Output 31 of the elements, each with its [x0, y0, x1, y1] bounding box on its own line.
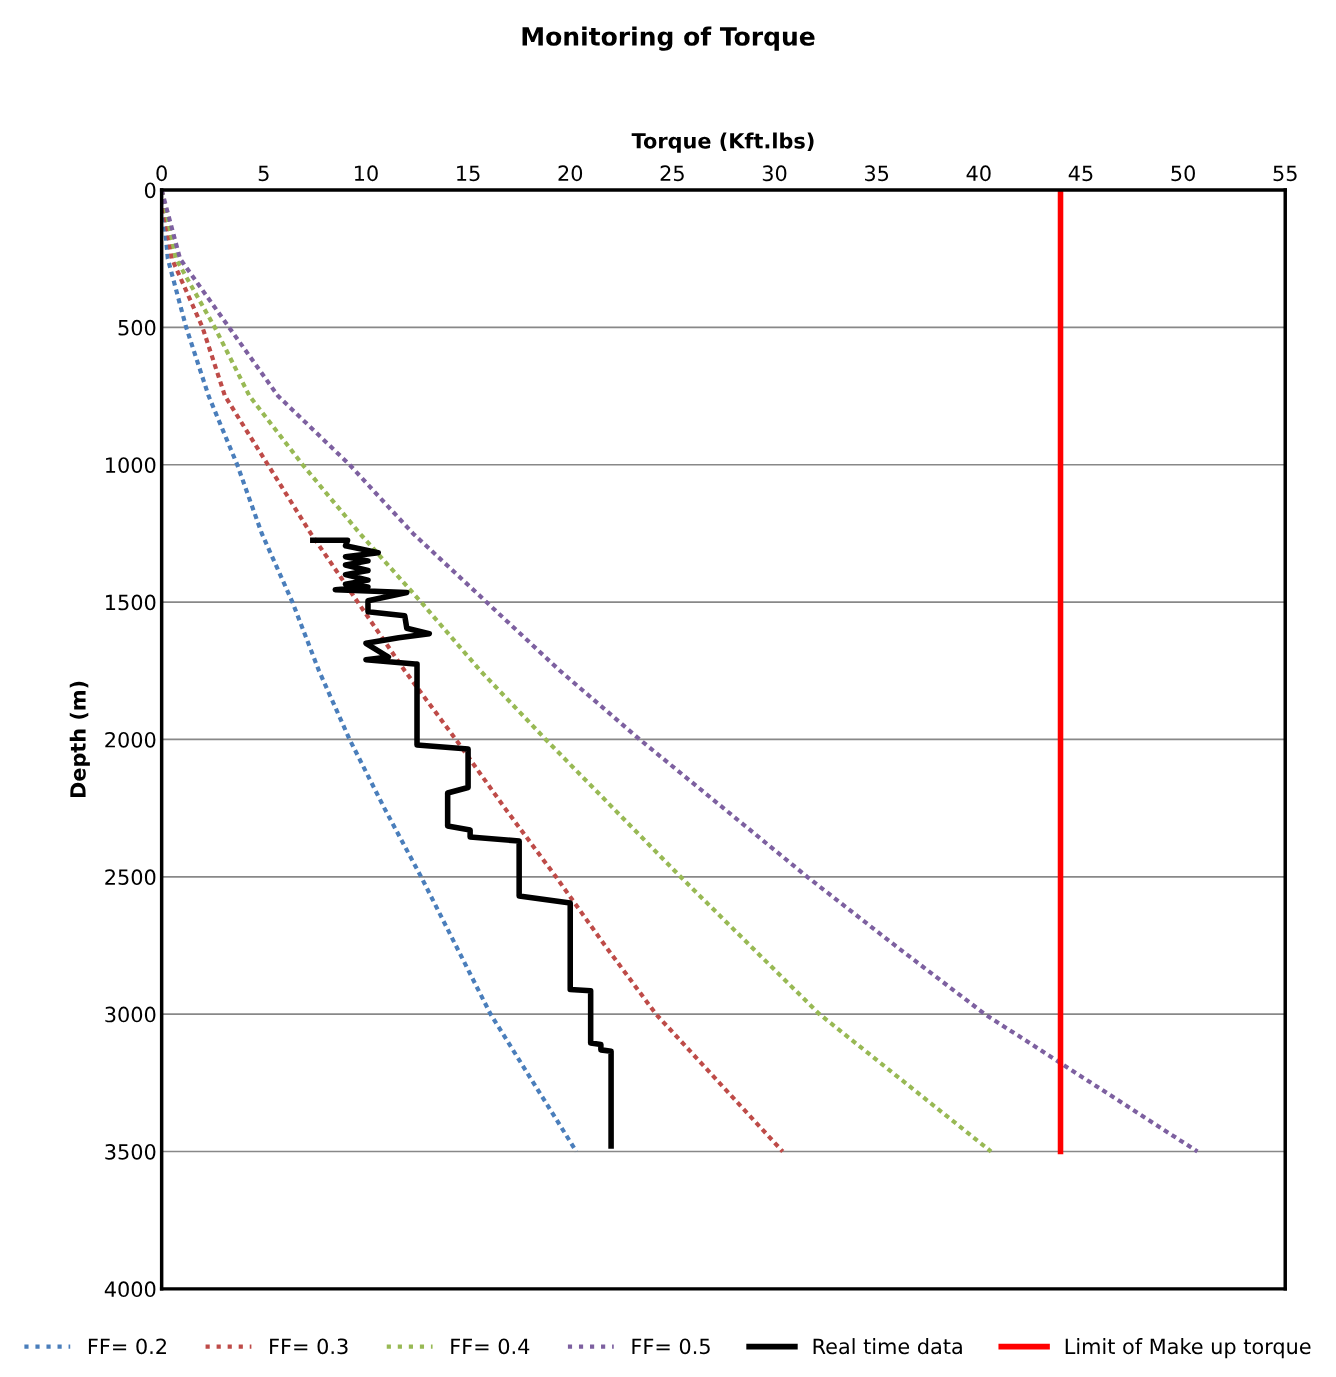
legend-label: Limit of Make up torque: [1065, 1338, 1311, 1359]
y-tick-label: 4000: [104, 1281, 156, 1298]
x-tick-label: 50: [1171, 165, 1195, 182]
x-tick-label: 15: [457, 165, 480, 182]
x-axis-title: Torque (Kft.lbs): [631, 132, 814, 153]
y-tick-label: 2000: [105, 731, 156, 748]
y-axis-title: Depth (m): [69, 681, 90, 798]
legend-label: FF= 0.3: [270, 1338, 348, 1355]
y-tick-label: 3500: [105, 1143, 156, 1160]
y-tick-label: 0: [144, 182, 156, 199]
y-tick-label: 1500: [106, 594, 156, 611]
legend-label: FF= 0.4: [451, 1338, 530, 1355]
y-tick-label: 1000: [106, 457, 156, 473]
x-tick-label: 5: [258, 165, 269, 182]
x-tick-label: 0: [156, 165, 167, 182]
x-tick-label: 45: [1068, 165, 1093, 182]
x-tick-label: 40: [966, 165, 991, 182]
x-tick-label: 55: [1273, 165, 1297, 182]
y-tick-label: 2500: [105, 869, 156, 886]
y-tick-label: 500: [118, 319, 156, 336]
legend-label: FF= 0.2: [88, 1338, 166, 1355]
y-tick-label: 3000: [105, 1006, 156, 1023]
x-tick-label: 10: [354, 165, 378, 182]
legend-label: FF= 0.5: [632, 1338, 710, 1355]
x-tick-label: 20: [558, 165, 583, 182]
x-tick-label: 35: [864, 165, 889, 182]
line-series: [161, 190, 1200, 1154]
x-tick-label: 25: [660, 165, 684, 182]
chart-title: Monitoring of Torque: [522, 26, 815, 51]
x-tick-label: 30: [762, 165, 787, 182]
legend-label: Real time data: [813, 1338, 962, 1355]
